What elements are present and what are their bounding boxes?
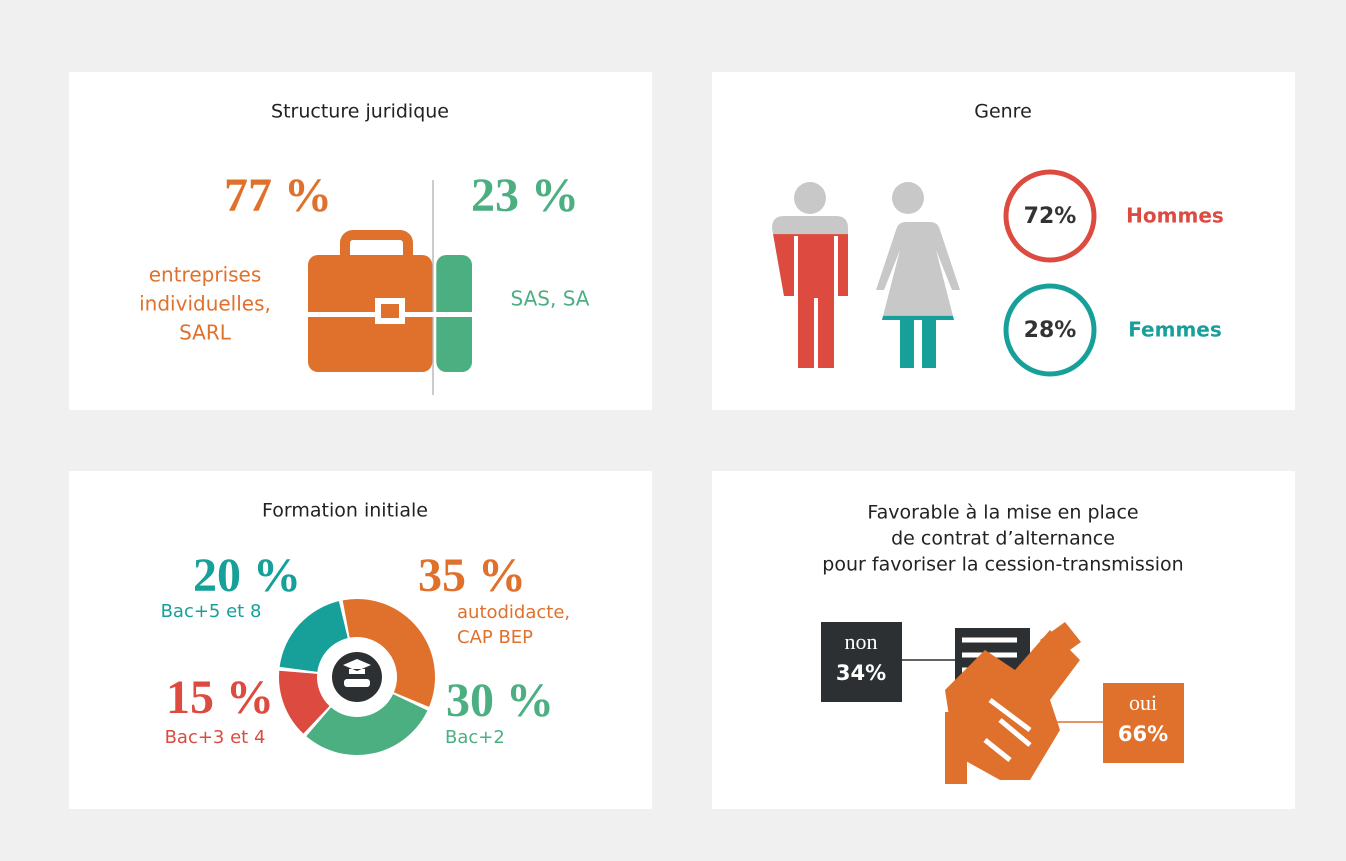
panel-title: pour favoriser la cession-transmission: [822, 554, 1183, 576]
cap-icon: [343, 659, 371, 674]
panel-title: Structure juridique: [271, 101, 449, 123]
panel-title: Favorable à la mise en place: [867, 502, 1138, 524]
person-body: [876, 222, 960, 368]
category-label: Bac+2: [445, 727, 505, 748]
person-body: [882, 315, 954, 368]
percent-label: 15 %: [166, 671, 274, 724]
person-fill: [773, 234, 848, 368]
diploma-icon: [344, 679, 370, 687]
answer-box: [1103, 683, 1184, 763]
legend-label: Femmes: [1128, 318, 1222, 342]
category-label: CAP BEP: [457, 627, 533, 648]
donut-segment: [279, 670, 330, 734]
category-label: Bac+5 et 8: [161, 601, 262, 622]
category-label: SAS, SA: [511, 287, 590, 311]
donut-segment: [342, 599, 436, 707]
percent-label: 20 %: [193, 549, 301, 602]
percent-label: 77 %: [224, 169, 332, 222]
answer-value: 34%: [836, 661, 886, 685]
answer-box: [821, 622, 902, 702]
category-label: entreprises: [149, 263, 262, 287]
category-label: individuelles,: [139, 292, 271, 316]
answer-value: 66%: [1118, 722, 1168, 746]
person-head: [794, 182, 826, 214]
category-label: Bac+3 et 4: [165, 727, 266, 748]
panel-title: Genre: [974, 101, 1032, 123]
percent-label: 35 %: [418, 549, 526, 602]
person-head: [892, 182, 924, 214]
briefcase-lock: [381, 304, 399, 318]
answer-label: non: [845, 629, 878, 654]
percent-label: 28%: [1024, 318, 1077, 343]
legend-label: Hommes: [1126, 204, 1224, 228]
person-icon: [876, 182, 960, 368]
donut-segment: [279, 601, 348, 672]
percent-label: 72%: [1024, 204, 1077, 229]
answer-label: oui: [1129, 690, 1157, 715]
panel: [69, 471, 652, 809]
person-body: [773, 234, 848, 368]
panel-title: Formation initiale: [262, 500, 428, 522]
panel-title: de contrat d’alternance: [891, 528, 1115, 550]
percent-label: 30 %: [446, 674, 554, 727]
donut-segment: [306, 694, 428, 755]
category-label: autodidacte,: [457, 602, 570, 623]
ring: [1003, 169, 1097, 263]
handshake-icon: [945, 622, 1081, 784]
person-fill: [882, 315, 954, 368]
percent-label: 23 %: [471, 169, 579, 222]
category-label: SARL: [179, 321, 232, 345]
ring: [1003, 283, 1097, 377]
